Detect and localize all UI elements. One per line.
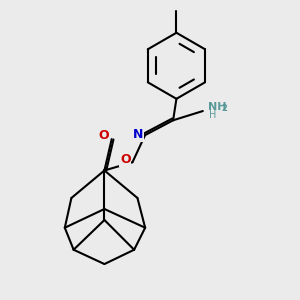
Text: H: H (209, 110, 216, 120)
Text: 2: 2 (221, 104, 227, 113)
Text: N: N (133, 128, 143, 141)
Text: O: O (98, 129, 109, 142)
Text: O: O (120, 153, 130, 166)
Text: NH: NH (208, 102, 226, 112)
